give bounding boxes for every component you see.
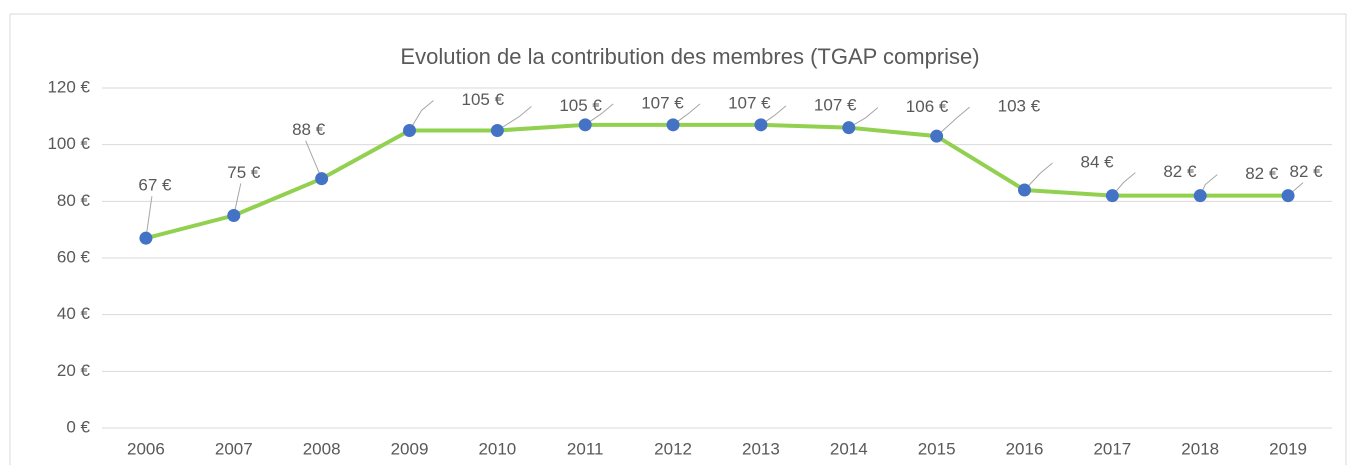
x-tick-label: 2017	[1093, 439, 1131, 458]
data-label: 107 €	[728, 93, 771, 112]
y-tick-label: 120 €	[47, 77, 90, 96]
data-label: 84 €	[1081, 152, 1115, 171]
x-tick-label: 2016	[1006, 439, 1044, 458]
y-tick-label: 80 €	[57, 191, 91, 210]
marker	[842, 121, 856, 135]
marker	[139, 231, 153, 245]
x-tick-label: 2009	[391, 439, 429, 458]
chart-title: Evolution de la contribution des membres…	[400, 44, 979, 69]
y-tick-label: 100 €	[47, 134, 90, 153]
x-tick-label: 2019	[1269, 439, 1307, 458]
data-label: 107 €	[814, 95, 857, 114]
leader-line	[1024, 162, 1053, 191]
marker	[666, 118, 680, 132]
data-label: 88 €	[292, 120, 326, 139]
leader-line	[936, 106, 970, 137]
leader-line	[497, 106, 532, 131]
y-tick-label: 0 €	[66, 417, 90, 436]
y-tick-label: 60 €	[57, 247, 91, 266]
marker	[578, 118, 592, 132]
marker	[403, 124, 416, 137]
y-tick-label: 20 €	[57, 361, 91, 380]
data-label: 82 €	[1245, 164, 1279, 183]
marker	[1193, 189, 1207, 203]
data-line	[145, 122, 1289, 241]
x-tick-label: 2007	[215, 439, 253, 458]
marker	[1018, 183, 1031, 197]
x-tick-label: 2015	[918, 439, 956, 458]
x-tick-label: 2018	[1181, 439, 1219, 458]
data-label: 82 €	[1163, 162, 1197, 181]
marker	[1281, 189, 1295, 203]
marker	[754, 118, 768, 132]
leader-line	[848, 107, 879, 129]
x-tick-label: 2013	[742, 439, 780, 458]
marker	[315, 172, 329, 186]
data-label: 103 €	[998, 97, 1041, 116]
data-label: 106 €	[906, 97, 949, 116]
leader-line	[305, 140, 323, 179]
x-tick-label: 2008	[303, 439, 341, 458]
marker	[227, 209, 241, 222]
leader-line	[145, 196, 153, 239]
x-tick-label: 2014	[830, 439, 868, 458]
data-label: 105 €	[462, 90, 505, 109]
leader-line	[409, 100, 434, 131]
x-tick-label: 2010	[478, 439, 516, 458]
marker	[490, 124, 504, 137]
chart-frame	[9, 13, 1347, 465]
data-label: 105 €	[559, 96, 602, 115]
x-tick-label: 2006	[127, 439, 165, 458]
marker	[930, 129, 944, 143]
data-label: 107 €	[641, 93, 684, 112]
data-label: 67 €	[138, 176, 172, 195]
marker	[1105, 189, 1119, 203]
y-tick-label: 40 €	[57, 304, 91, 323]
data-label: 75 €	[227, 163, 261, 182]
x-tick-label: 2012	[654, 439, 692, 458]
data-label: 82 €	[1290, 162, 1324, 181]
x-tick-label: 2011	[567, 439, 604, 458]
